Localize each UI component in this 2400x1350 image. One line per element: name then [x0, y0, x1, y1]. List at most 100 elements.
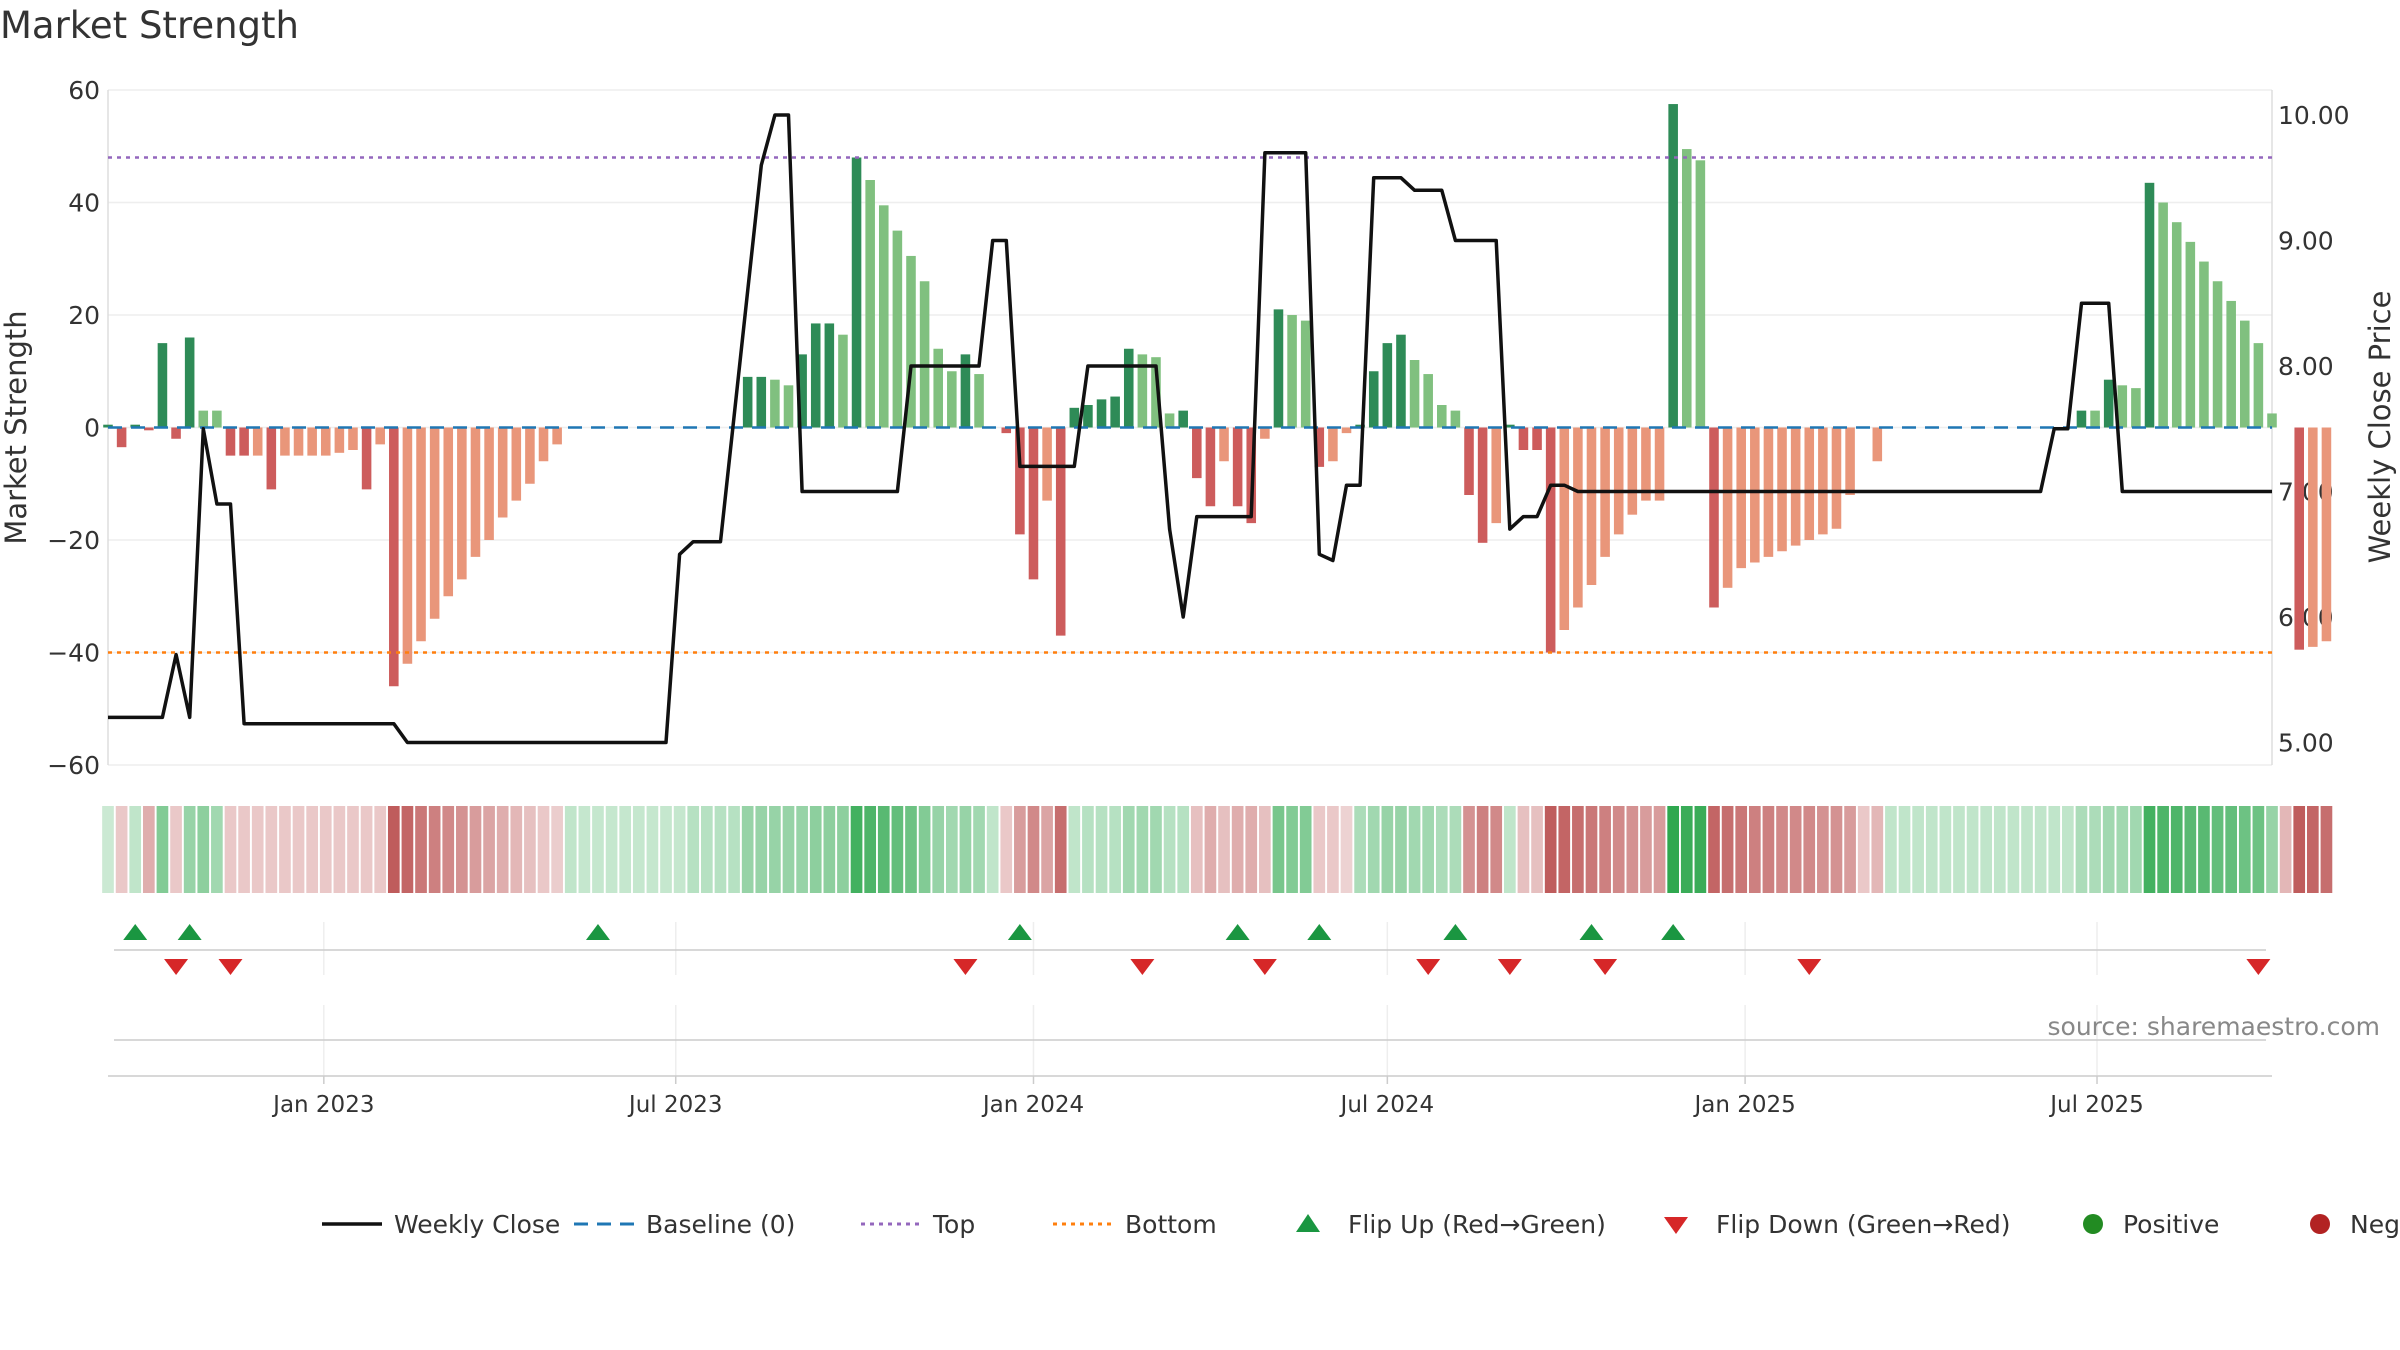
- heat-cell: [1150, 806, 1162, 893]
- heat-cell: [1980, 806, 1993, 893]
- strength-bar: [2240, 320, 2250, 428]
- heat-cell: [1286, 806, 1298, 893]
- strength-bar: [1328, 427, 1338, 462]
- strength-bar: [1178, 410, 1188, 428]
- heat-cell: [347, 806, 359, 893]
- strength-bar: [1681, 149, 1692, 428]
- heat-cell: [1721, 806, 1734, 893]
- heat-cell: [1435, 806, 1448, 893]
- heat-cell: [1204, 806, 1217, 893]
- strength-bar: [1355, 424, 1365, 428]
- strength-bar: [947, 371, 957, 428]
- heat-cell: [319, 806, 332, 893]
- strength-bar: [1287, 315, 1297, 428]
- heat-cell: [605, 806, 618, 893]
- heat-cell: [1558, 806, 1571, 893]
- heat-cell: [1817, 806, 1829, 893]
- strength-bar: [157, 343, 168, 428]
- strength-bar: [2212, 281, 2223, 428]
- strength-bar: [1613, 427, 1624, 535]
- flip-down-marker: [218, 959, 243, 975]
- strength-bar: [1559, 427, 1570, 630]
- y2-axis-title: Weekly Close Price: [2363, 291, 2397, 564]
- strength-bar: [1192, 427, 1202, 479]
- strength-bar: [851, 157, 862, 428]
- heat-cell: [428, 806, 441, 893]
- flip-down-marker: [953, 959, 978, 975]
- heat-cell: [823, 806, 836, 893]
- heat-cell: [1885, 806, 1897, 893]
- y-axis-title: Market Strength: [0, 310, 33, 544]
- strength-bar: [1409, 360, 1420, 428]
- heat-cell: [1177, 806, 1190, 893]
- heat-cell: [646, 806, 659, 893]
- strength-bar: [1477, 427, 1488, 543]
- heat-cell: [1993, 806, 2006, 893]
- heat-cell: [945, 806, 958, 893]
- heat-cell: [1054, 806, 1067, 893]
- y-tick-label: −40: [47, 639, 100, 668]
- heat-cell: [197, 806, 210, 893]
- strength-bar: [1096, 399, 1107, 428]
- heat-cell: [1082, 806, 1094, 893]
- flip-down-marker: [1130, 959, 1155, 975]
- y-tick-label: 0: [84, 414, 100, 443]
- x-tick-label: Jul 2025: [2048, 1092, 2144, 1118]
- heat-cell: [2279, 806, 2292, 893]
- heat-cell: [1612, 806, 1625, 893]
- flip-up-marker: [1225, 924, 1250, 940]
- heat-cell: [1354, 806, 1366, 893]
- legend-negative-label: Negative: [2350, 1210, 2400, 1239]
- strength-bar: [525, 427, 535, 484]
- heat-cell: [1599, 806, 1611, 893]
- strength-bar: [2185, 241, 2196, 428]
- y-tick-label: −60: [47, 751, 100, 780]
- strength-bar: [1219, 427, 1229, 462]
- flip-down-marker: [164, 959, 189, 975]
- strength-bar: [2090, 410, 2100, 428]
- heat-cell: [1503, 806, 1516, 893]
- heat-cell: [905, 806, 917, 893]
- strength-bar: [1573, 427, 1583, 608]
- strength-bar: [538, 427, 549, 462]
- strength-bar: [1437, 405, 1447, 428]
- strength-bar: [184, 337, 195, 428]
- heat-cell: [142, 806, 155, 893]
- strength-bar: [252, 427, 263, 456]
- strength-bar: [797, 354, 807, 428]
- heat-cell: [809, 806, 822, 893]
- heat-cell: [2089, 806, 2101, 893]
- heat-cell: [1653, 806, 1666, 893]
- legend-flip-up-red-green-label: Flip Up (Red→Green): [1348, 1210, 1606, 1239]
- heat-cell: [2143, 806, 2156, 893]
- strength-bar: [1722, 427, 1733, 588]
- heat-cell: [2170, 806, 2183, 893]
- heat-cell: [1708, 806, 1720, 893]
- source-attribution: source: sharemaestro.com: [2047, 1012, 2381, 1041]
- y2-tick-label: 5.00: [2278, 729, 2334, 758]
- heat-cell: [1640, 806, 1652, 893]
- strength-bar: [443, 427, 454, 597]
- strength-bar: [974, 374, 984, 428]
- heat-cell: [632, 806, 645, 893]
- heat-cell: [1422, 806, 1435, 893]
- strength-bar: [293, 427, 304, 456]
- strength-bar: [375, 427, 385, 445]
- heat-cell: [741, 806, 754, 893]
- strength-bar: [1110, 396, 1120, 428]
- heat-cell: [510, 806, 523, 893]
- strength-bar: [1341, 427, 1352, 434]
- heat-cell: [578, 806, 591, 893]
- heat-cell: [1517, 806, 1530, 893]
- strength-bar: [919, 281, 930, 428]
- heat-cell: [1340, 806, 1353, 893]
- strength-bar: [865, 180, 875, 428]
- heat-cell: [2062, 806, 2074, 893]
- strength-bar: [1586, 427, 1597, 585]
- strength-bar: [212, 410, 222, 428]
- strength-bar: [1736, 427, 1746, 569]
- strength-bar: [171, 427, 181, 439]
- heat-cell: [401, 806, 414, 893]
- strength-bar: [1818, 427, 1828, 535]
